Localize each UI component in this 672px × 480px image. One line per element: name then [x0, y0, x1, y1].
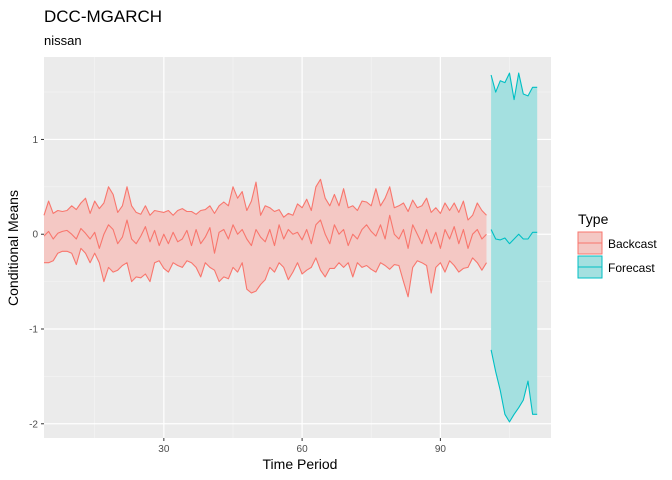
line-forecast-lower [490, 349, 538, 423]
y-axis: -2 -1 0 1 [29, 135, 44, 430]
legend: Type Backcast Forecast [577, 211, 657, 279]
legend-title: Type [578, 211, 609, 227]
line-backcast-lower [44, 247, 487, 298]
line-backcast-upper [43, 178, 487, 221]
y-tick-label-2: 0 [32, 230, 38, 241]
legend-label-backcast: Backcast [608, 237, 657, 251]
line-forecast-upper [490, 72, 538, 101]
legend-label-forecast: Forecast [608, 261, 655, 275]
y-tick-label-1: -1 [29, 325, 38, 336]
series-forecast [490, 72, 538, 423]
x-tick-label-0: 30 [158, 444, 170, 455]
line-backcast-mean [43, 214, 487, 254]
x-axis: 30 60 90 [158, 438, 446, 455]
series-layer [43, 72, 538, 423]
x-tick-label-1: 60 [297, 444, 309, 455]
ribbon-backcast [44, 179, 487, 297]
y-tick-label-3: 1 [32, 135, 38, 146]
series-backcast [43, 178, 487, 298]
line-forecast-mean [490, 229, 538, 245]
x-tick-label-2: 90 [435, 444, 447, 455]
legend-item-forecast: Forecast [577, 255, 655, 279]
y-tick-label-0: -2 [29, 419, 38, 430]
y-axis-title: Conditional Means [5, 190, 21, 306]
x-axis-title: Time Period [263, 456, 338, 472]
ribbon-forecast [491, 73, 538, 422]
legend-item-backcast: Backcast [577, 231, 657, 255]
chart-title: DCC-MGARCH [44, 7, 162, 26]
chart-subtitle: nissan [44, 33, 82, 48]
